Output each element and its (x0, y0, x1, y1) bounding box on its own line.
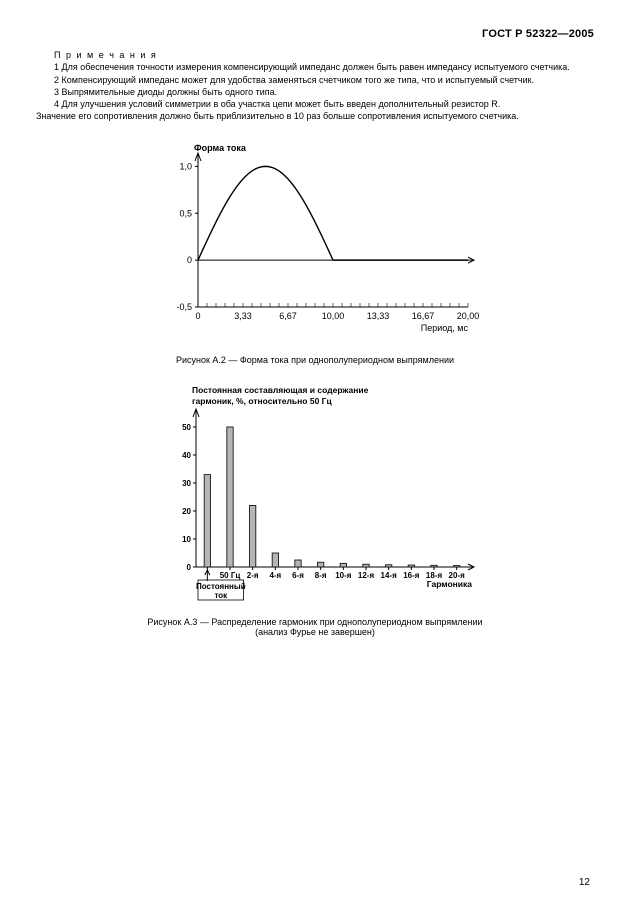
svg-text:гармоник, %, относительно 50 Г: гармоник, %, относительно 50 Гц (192, 396, 332, 406)
svg-text:ток: ток (214, 591, 228, 600)
svg-text:20,00: 20,00 (457, 311, 480, 321)
svg-text:Постоянный: Постоянный (196, 582, 246, 591)
page-number: 12 (579, 877, 590, 888)
svg-text:Гармоника: Гармоника (427, 579, 472, 589)
svg-text:12-я: 12-я (358, 571, 375, 580)
svg-text:30: 30 (182, 479, 191, 488)
page: ГОСТ Р 52322—2005 П р и м е ч а н и я 1 … (0, 0, 630, 914)
notes-title: П р и м е ч а н и я (36, 50, 594, 61)
svg-text:6-я: 6-я (292, 571, 304, 580)
document-header: ГОСТ Р 52322—2005 (36, 28, 594, 40)
svg-text:50 Гц: 50 Гц (220, 571, 241, 580)
note-1: 1 Для обеспечения точности измерения ком… (36, 62, 594, 73)
svg-text:1,0: 1,0 (179, 161, 192, 171)
figure-a3-caption-line2: (анализ Фурье не завершен) (255, 627, 375, 637)
svg-text:10,00: 10,00 (322, 311, 345, 321)
svg-text:16-я: 16-я (403, 571, 420, 580)
figure-a2-chart: Форма тока1,00,50-0,503,336,6710,0013,33… (150, 137, 480, 347)
svg-text:40: 40 (182, 451, 191, 460)
figure-a3-caption-line1: Рисунок А.3 — Распределение гармоник при… (147, 617, 482, 627)
svg-text:14-я: 14-я (381, 571, 398, 580)
note-2: 2 Компенсирующий импеданс может для удоб… (36, 75, 594, 86)
svg-text:0,5: 0,5 (179, 208, 192, 218)
figure-a2-caption: Рисунок А.2 — Форма тока при однополупер… (36, 355, 594, 365)
svg-text:3,33: 3,33 (234, 311, 252, 321)
svg-text:6,67: 6,67 (279, 311, 297, 321)
svg-text:10: 10 (182, 535, 191, 544)
svg-text:0: 0 (195, 311, 200, 321)
svg-text:8-я: 8-я (315, 571, 327, 580)
svg-text:0: 0 (187, 563, 192, 572)
figure-a3-chart: Постоянная составляющая и содержаниегарм… (150, 379, 480, 609)
svg-text:50: 50 (182, 423, 191, 432)
svg-text:2-я: 2-я (247, 571, 259, 580)
notes-block: П р и м е ч а н и я 1 Для обеспечения то… (36, 50, 594, 123)
svg-text:-0,5: -0,5 (176, 302, 192, 312)
svg-text:0: 0 (187, 255, 192, 265)
svg-text:Постоянная составляющая и соде: Постоянная составляющая и содержание (192, 385, 369, 395)
figure-a3-caption: Рисунок А.3 — Распределение гармоник при… (36, 617, 594, 637)
svg-text:4-я: 4-я (269, 571, 281, 580)
svg-text:Период, мс: Период, мс (421, 323, 469, 333)
svg-text:16,67: 16,67 (412, 311, 435, 321)
svg-text:20: 20 (182, 507, 191, 516)
note-3: 3 Выпрямительные диоды должны быть одног… (36, 87, 594, 98)
svg-text:13,33: 13,33 (367, 311, 390, 321)
svg-text:10-я: 10-я (335, 571, 352, 580)
svg-text:Форма тока: Форма тока (194, 143, 247, 153)
note-4b: Значение его сопротивления должно быть п… (36, 111, 594, 122)
note-4a: 4 Для улучшения условий симметрии в оба … (36, 99, 594, 110)
